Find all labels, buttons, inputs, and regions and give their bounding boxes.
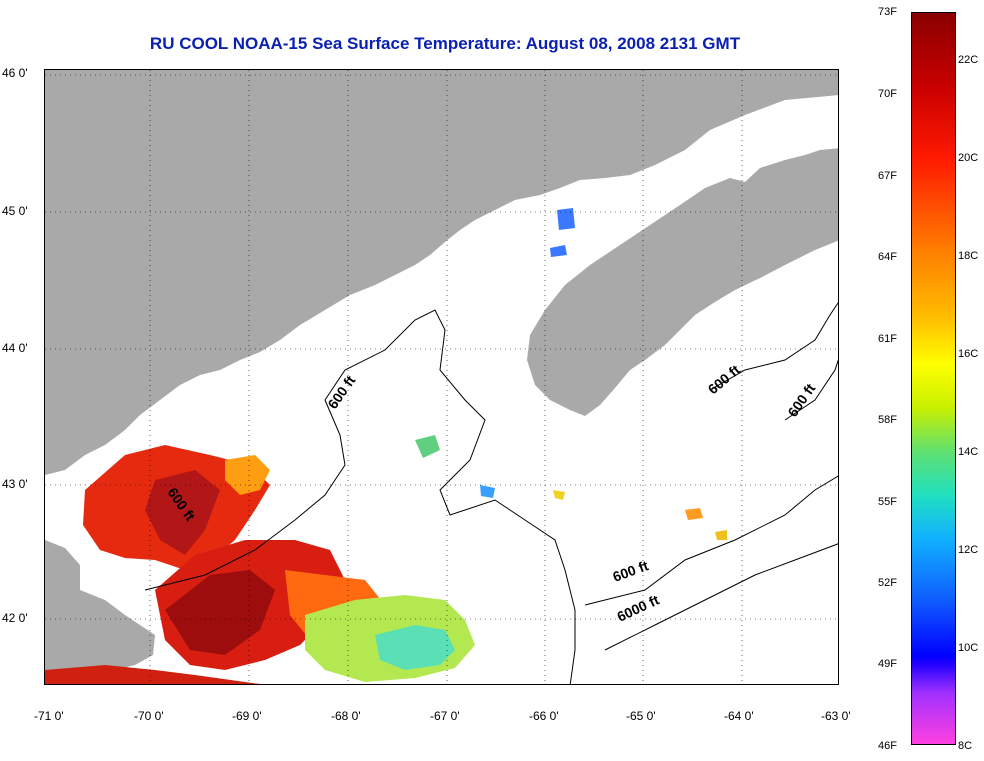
sst-patch-cyan: [375, 625, 455, 670]
colorbar-f-46: 46F: [878, 740, 897, 752]
lat-label-43: 43 0': [2, 477, 28, 491]
colorbar-f-64: 64F: [878, 251, 897, 263]
land-nova-scotia: [527, 148, 838, 416]
contour-600ft-east: [709, 302, 838, 391]
colorbar-f-73: 73F: [878, 6, 897, 18]
colorbar-c-20: 20C: [958, 152, 979, 164]
sst-patch-yellow: [553, 490, 565, 500]
lon-label-70: -70 0': [134, 709, 164, 723]
sst-patch-orange-nw: [225, 455, 270, 495]
sst-patch-blue-2: [550, 245, 567, 257]
contour-6000ft: [604, 543, 838, 651]
contour-600ft-shelf: [584, 475, 838, 606]
sst-patch-green: [415, 435, 440, 458]
map-title: RU COOL NOAA-15 Sea Surface Temperature:…: [149, 34, 741, 53]
temperature-colorbar: [911, 12, 956, 745]
lon-label-71: -71 0': [34, 709, 64, 723]
lat-label-46: 46 0': [2, 66, 28, 80]
sst-patch-blue-3: [480, 485, 495, 498]
colorbar-f-58: 58F: [878, 414, 897, 426]
colorbar-c-8: 8C: [958, 740, 973, 752]
contour-600ft-gulf: [144, 309, 576, 684]
contour-600ft-far-east: [784, 359, 838, 421]
colorbar-f-49: 49F: [878, 658, 897, 670]
lon-label-65: -65 0': [626, 709, 656, 723]
lat-label-42: 42 0': [2, 611, 28, 625]
colorbar-f-70: 70F: [878, 88, 897, 100]
colorbar-c-18: 18C: [958, 250, 979, 262]
contour-label-4: 600 ft: [705, 361, 744, 397]
contour-label-3: 600 ft: [611, 557, 651, 585]
colorbar-f-61: 61F: [878, 333, 897, 345]
land-massachusetts: [45, 540, 155, 684]
colorbar-f-55: 55F: [878, 496, 897, 508]
colorbar-f-67: 67F: [878, 170, 897, 182]
colorbar-c-16: 16C: [958, 348, 979, 360]
sst-patch-dark-south: [165, 570, 275, 655]
sst-patch-dark: [145, 470, 220, 555]
sst-patch-south-edge: [45, 665, 260, 684]
sst-map: 600 ft 600 ft 600 ft 600 ft 600 ft 6000 …: [44, 69, 839, 685]
lon-label-67: -67 0': [430, 709, 460, 723]
colorbar-c-12: 12C: [958, 544, 979, 556]
colorbar-c-10: 10C: [958, 642, 979, 654]
colorbar-c-14: 14C: [958, 446, 979, 458]
lat-label-45: 45 0': [2, 204, 28, 218]
lon-label-63: -63 0': [821, 709, 851, 723]
contour-label-5: 600 ft: [784, 380, 818, 419]
lat-label-44: 44 0': [2, 341, 28, 355]
sst-patch-blue: [557, 208, 575, 230]
sst-patch-yellow-e: [715, 530, 727, 540]
lon-label-69: -69 0': [232, 709, 262, 723]
bay-of-fundy: [515, 145, 745, 270]
colorbar-c-22: 22C: [958, 54, 979, 66]
map-canvas: 600 ft 600 ft 600 ft 600 ft 600 ft 6000 …: [45, 70, 838, 684]
contour-label-1: 600 ft: [324, 372, 358, 411]
colorbar-f-52: 52F: [878, 577, 897, 589]
land-maine-newbrunswick: [45, 70, 838, 475]
lon-label-64: -64 0': [724, 709, 754, 723]
lon-label-68: -68 0': [331, 709, 361, 723]
lon-label-66: -66 0': [529, 709, 559, 723]
sst-patch-orange-e: [685, 508, 703, 520]
